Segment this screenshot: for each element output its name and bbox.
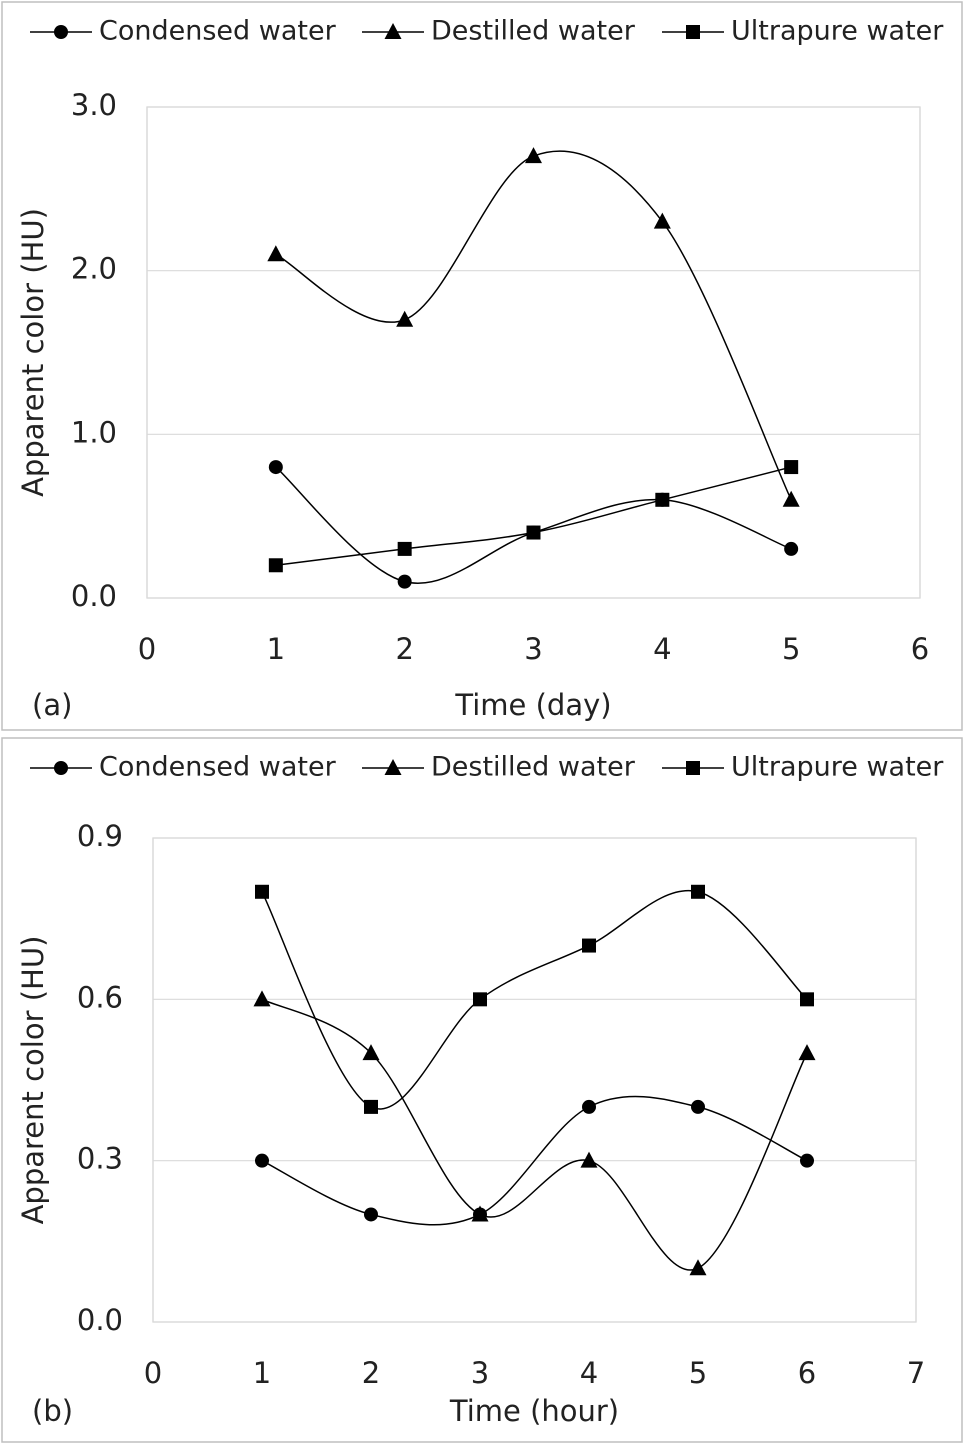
- marker: [362, 1044, 380, 1061]
- x-axis-label: Time (hour): [449, 1394, 619, 1428]
- legend-item: Ultrapure water: [662, 752, 944, 783]
- panel-label: (b): [32, 1394, 73, 1428]
- marker: [526, 525, 541, 540]
- marker: [686, 25, 700, 39]
- legend-label: Ultrapure water: [731, 752, 944, 783]
- y-tick-label: 0.0: [77, 1303, 123, 1337]
- y-axis-label: Apparent color (HU): [16, 936, 50, 1225]
- y-tick-label: 1.0: [71, 415, 117, 449]
- x-tick-label: 0: [144, 1356, 162, 1390]
- legend-label: Destilled water: [431, 16, 636, 47]
- x-axis-label: Time (day): [454, 688, 611, 722]
- y-tick-label: 3.0: [71, 88, 117, 122]
- x-tick-label: 6: [911, 632, 929, 666]
- marker: [268, 460, 283, 475]
- marker: [255, 884, 269, 899]
- marker: [782, 490, 800, 507]
- y-axis-label: Apparent color (HU): [16, 208, 50, 497]
- marker: [268, 558, 283, 573]
- marker: [582, 938, 596, 953]
- x-tick-label: 2: [362, 1356, 380, 1390]
- x-tick-label: 4: [580, 1356, 598, 1390]
- series-line: [275, 466, 792, 584]
- marker: [473, 992, 487, 1007]
- marker: [471, 1205, 489, 1222]
- legend-item: Destilled water: [362, 16, 636, 47]
- x-tick-label: 5: [782, 632, 800, 666]
- marker: [364, 1207, 378, 1222]
- y-tick-label: 0.3: [77, 1142, 123, 1176]
- y-tick-label: 0.0: [71, 579, 117, 613]
- marker: [691, 884, 705, 899]
- y-tick-label: 2.0: [71, 252, 117, 286]
- plot-area: [146, 106, 921, 599]
- marker: [784, 541, 799, 556]
- marker: [691, 1099, 705, 1114]
- x-tick-label: 6: [798, 1356, 816, 1390]
- marker: [384, 759, 402, 775]
- marker: [397, 574, 412, 589]
- legend-label: Destilled water: [431, 752, 636, 783]
- plot-area: [152, 837, 917, 1323]
- series-line: [261, 998, 808, 1271]
- x-tick-label: 2: [395, 632, 413, 666]
- y-tick-label: 0.9: [77, 819, 123, 853]
- series-line: [261, 1095, 808, 1226]
- legend-label: Condensed water: [99, 16, 337, 47]
- marker: [54, 25, 68, 39]
- marker: [653, 212, 671, 229]
- marker: [798, 1044, 816, 1061]
- legend-item: Ultrapure water: [662, 16, 944, 47]
- marker: [397, 541, 412, 556]
- marker: [253, 990, 271, 1007]
- y-tick-label: 0.6: [77, 980, 123, 1014]
- x-tick-label: 7: [907, 1356, 925, 1390]
- chart-panel: 0.0 1.0 2.0 3.0 0 1 2 3 4 5 6 Time (day) (a) Apparent…: [1, 1, 963, 731]
- x-tick-label: 3: [524, 632, 542, 666]
- panel-border: [1, 737, 963, 1443]
- marker: [396, 310, 414, 327]
- marker: [255, 1153, 269, 1168]
- marker: [800, 992, 814, 1007]
- x-tick-label: 1: [253, 1356, 271, 1390]
- marker: [364, 1099, 378, 1114]
- legend-item: Condensed water: [30, 752, 337, 783]
- series-line: [261, 889, 808, 1110]
- legend-item: Condensed water: [30, 16, 337, 47]
- x-tick-label: 1: [267, 632, 285, 666]
- chart-panel: 0.0 0.3 0.6 0.9 0 1 2 3 4 5 6 7 Time (hour) (b) Appare…: [1, 737, 963, 1443]
- marker: [580, 1151, 598, 1168]
- series-line: [275, 466, 792, 567]
- marker: [784, 460, 799, 475]
- marker: [54, 761, 68, 775]
- x-tick-label: 5: [689, 1356, 707, 1390]
- legend-label: Condensed water: [99, 752, 337, 783]
- marker: [384, 23, 402, 39]
- marker: [686, 761, 700, 775]
- x-tick-label: 0: [138, 632, 156, 666]
- panel-border: [1, 1, 963, 731]
- marker: [267, 245, 285, 262]
- legend-item: Destilled water: [362, 752, 636, 783]
- legend-label: Ultrapure water: [731, 16, 944, 47]
- marker: [800, 1153, 814, 1168]
- x-tick-label: 4: [653, 632, 671, 666]
- marker: [689, 1259, 707, 1276]
- marker: [525, 147, 542, 164]
- panel-label: (a): [32, 688, 72, 722]
- x-tick-label: 3: [471, 1356, 489, 1390]
- marker: [582, 1099, 596, 1114]
- series-line: [275, 150, 792, 501]
- marker: [655, 492, 670, 507]
